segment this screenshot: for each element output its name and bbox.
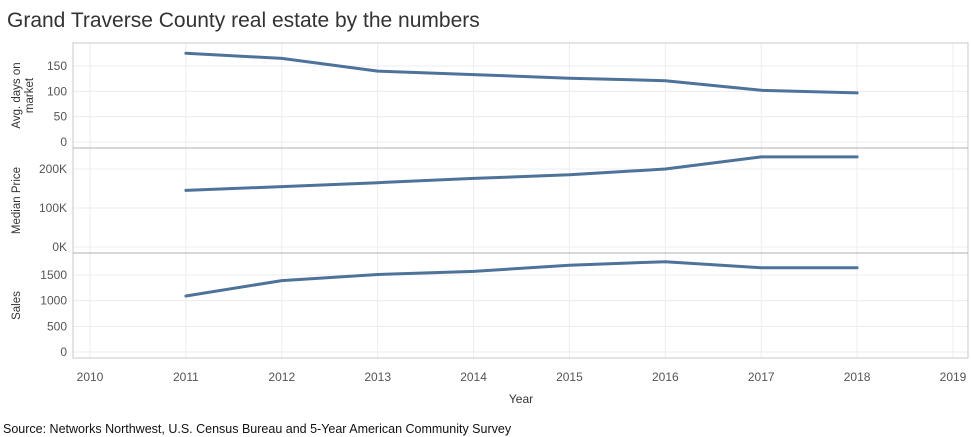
y-axis-title-2: Sales [11,291,23,320]
x-tick-label-2017: 2017 [748,370,775,384]
x-tick-label-2010: 2010 [77,370,104,384]
y-tick-label-2-0: 0 [60,345,67,359]
series-line-0 [184,51,859,95]
y-tick-label-0-3: 150 [47,59,67,73]
y-axis-title-1: Median Price [11,167,23,234]
y-tick-label-2-2: 1000 [40,294,67,308]
y-tick-label-0-0: 0 [60,135,67,149]
y-tick-label-2-1: 500 [47,319,67,333]
x-tick-label-2018: 2018 [844,370,871,384]
x-tick-label-2016: 2016 [652,370,679,384]
x-tick-label-2019: 2019 [940,370,967,384]
series-line-2 [184,260,859,298]
y-tick-label-0-2: 100 [47,84,67,98]
x-tick-label-2011: 2011 [173,370,199,384]
x-tick-label-2012: 2012 [268,370,295,384]
series-line-1 [184,155,859,192]
y-axis-title-0-line-1: market [24,77,36,113]
y-tick-label-2-3: 1500 [40,268,67,282]
y-tick-label-0-1: 50 [54,110,68,124]
y-tick-label-1-0: 0K [52,240,67,254]
x-tick-label-2015: 2015 [556,370,583,384]
x-axis-title: Year [509,392,533,406]
plot-frame [72,42,969,359]
chart-title: Grand Traverse County real estate by the… [7,9,480,32]
source-note: Source: Networks Northwest, U.S. Census … [3,422,512,436]
y-tick-label-1-2: 200K [39,162,67,176]
y-axis-title-0-line-0: Avg. days on [11,62,23,128]
x-tick-label-2013: 2013 [364,370,391,384]
y-tick-label-1-1: 100K [39,201,67,215]
x-tick-label-2014: 2014 [460,370,487,384]
